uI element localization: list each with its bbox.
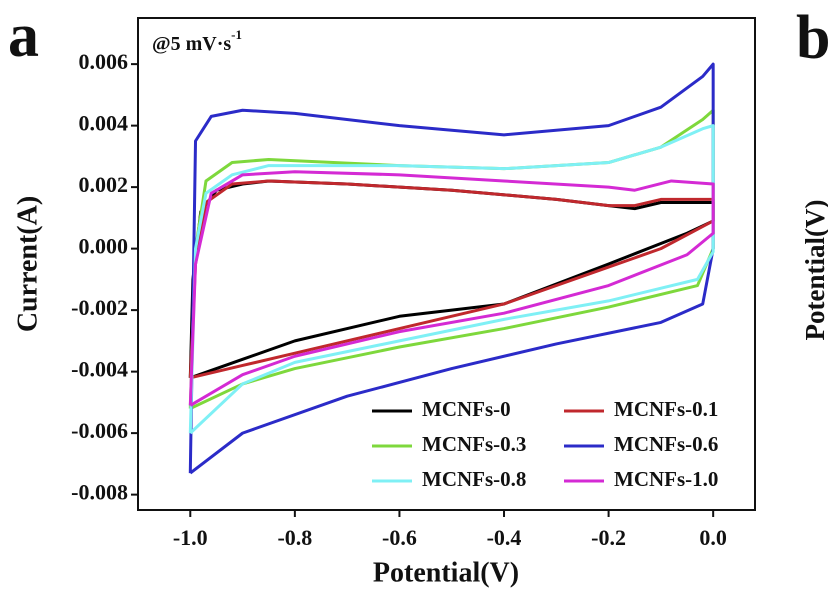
y-tick-label: -0.008 <box>71 480 128 505</box>
panel-label: b <box>796 4 828 72</box>
annotation-superscript: -1 <box>231 27 242 42</box>
y-tick-label: -0.004 <box>71 357 128 382</box>
legend-label: MCNFs-0 <box>422 397 511 421</box>
y-tick-label: 0.004 <box>79 111 129 136</box>
plot-frame <box>137 17 756 511</box>
series-line <box>188 179 715 380</box>
x-tick-label: -0.6 <box>382 525 417 550</box>
series-line <box>188 124 715 435</box>
x-tick-label: 0.0 <box>699 525 727 550</box>
series-line <box>188 170 715 407</box>
panel-y-label: Potential(V) <box>800 200 828 341</box>
x-axis-label: Potential(V) <box>373 557 519 588</box>
x-tick-label: -1.0 <box>173 525 208 550</box>
legend-label: MCNFs-1.0 <box>614 467 718 491</box>
x-tick-label: -0.2 <box>591 525 626 550</box>
y-tick-label: 0.002 <box>79 172 129 197</box>
x-tick-label: -0.8 <box>277 525 312 550</box>
annotation-text: @5 mV·s <box>152 33 231 55</box>
series-line <box>188 179 715 380</box>
legend-label: MCNFs-0.8 <box>422 467 526 491</box>
legend-label: MCNFs-0.3 <box>422 432 526 456</box>
x-tick-label: -0.4 <box>487 525 522 550</box>
series-line <box>188 62 715 475</box>
y-tick-label: 0.000 <box>79 234 129 259</box>
legend-label: MCNFs-0.1 <box>614 397 718 421</box>
y-tick-label: -0.006 <box>71 418 128 443</box>
legend-label: MCNFs-0.6 <box>614 432 718 456</box>
y-tick-label: 0.006 <box>79 49 129 74</box>
y-tick-label: -0.002 <box>71 295 128 320</box>
annotation: @5 mV·s-1 <box>152 27 242 55</box>
panel-label: a <box>8 2 39 70</box>
series-line <box>188 108 715 410</box>
y-axis-label: Current(A) <box>12 196 43 332</box>
